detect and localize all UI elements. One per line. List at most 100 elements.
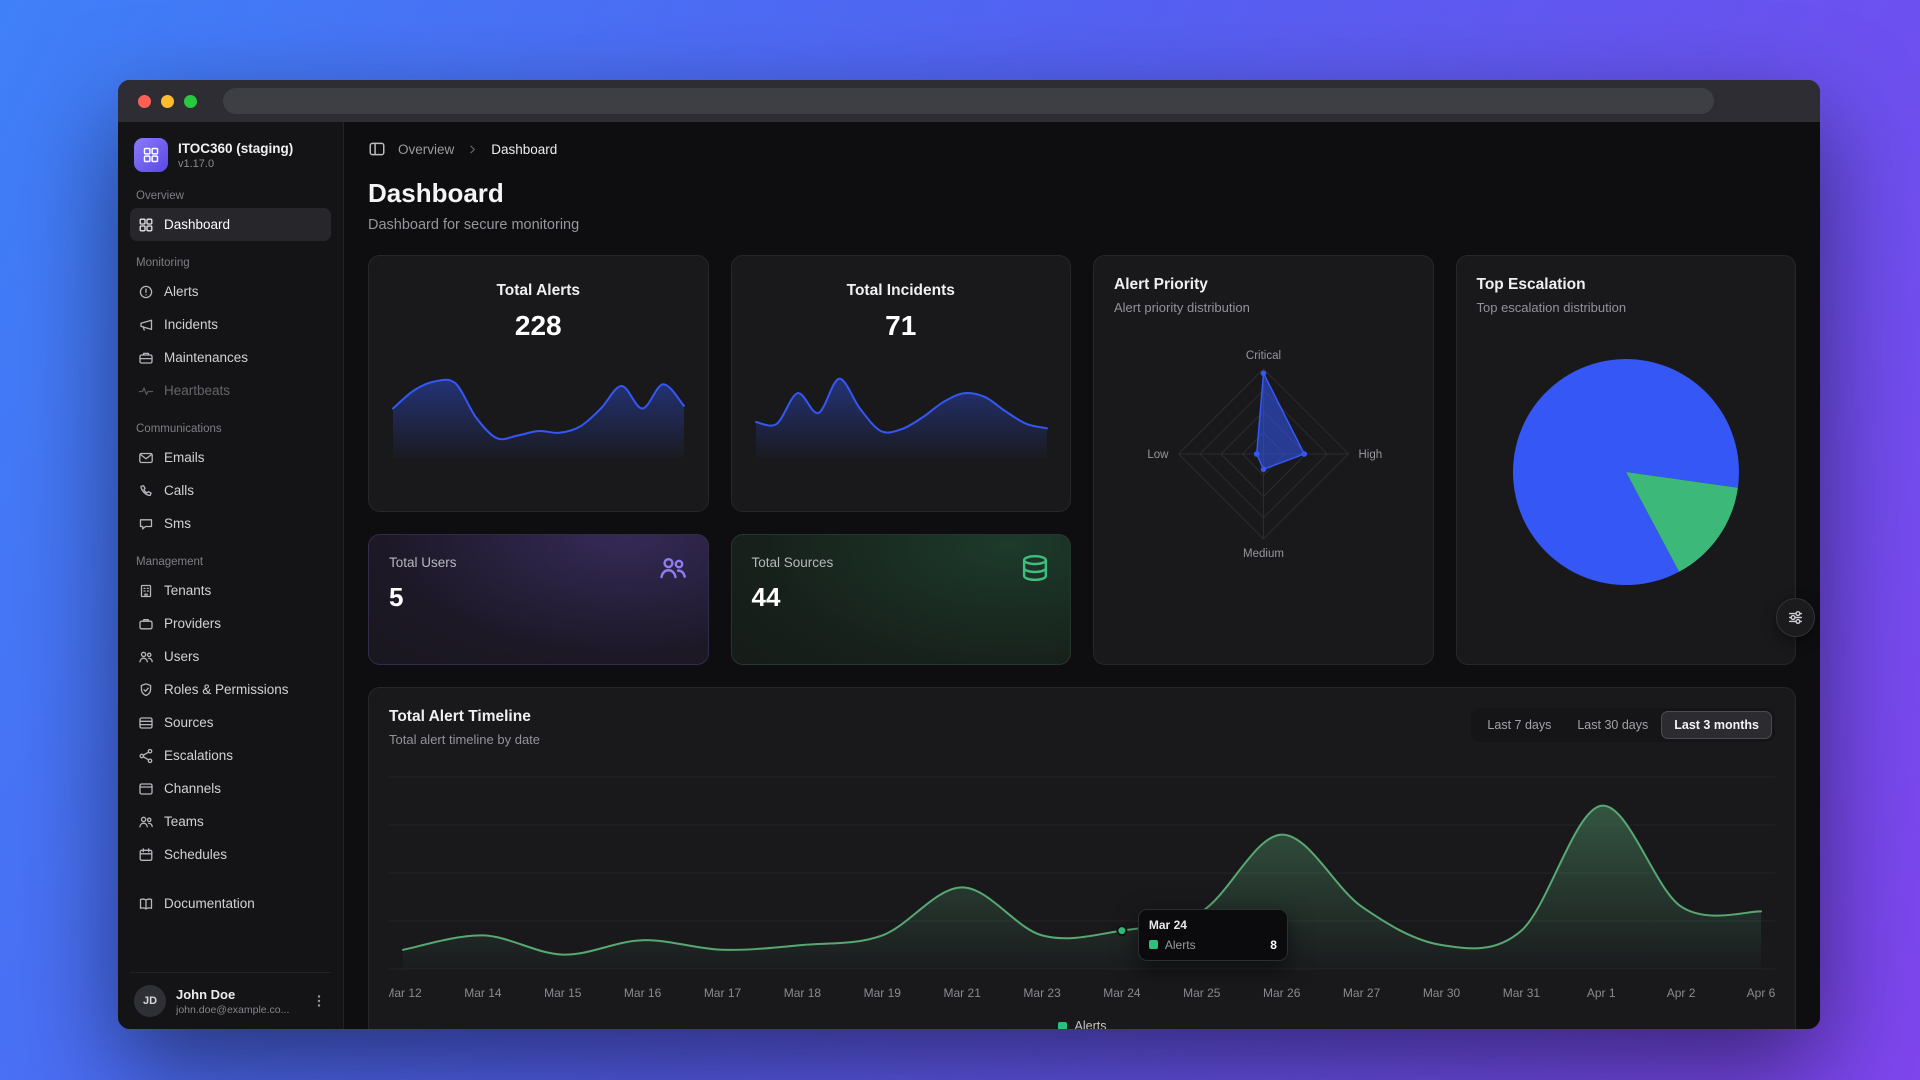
user-name: John Doe <box>176 986 236 1002</box>
dashboard-icon <box>138 217 154 233</box>
sidebar-item-documentation[interactable]: Documentation <box>130 887 331 920</box>
total-users-value: 5 <box>389 582 404 612</box>
chart-settings-button[interactable] <box>1776 598 1815 637</box>
sidebar-item-escalations[interactable]: Escalations <box>130 739 331 772</box>
alert-priority-radar-chart: Critical High Medium Low <box>1114 337 1413 567</box>
rows-icon <box>138 715 154 731</box>
sidebar-item-label: Escalations <box>164 748 234 763</box>
sidebar-item-incidents[interactable]: Incidents <box>130 308 331 341</box>
minimize-button[interactable] <box>161 94 174 108</box>
sidebar-item-roles-permissions[interactable]: Roles & Permissions <box>130 673 331 706</box>
svg-text:Mar 16: Mar 16 <box>624 986 662 1000</box>
total-alerts-sparkline <box>389 360 688 460</box>
sidebar-item-sources[interactable]: Sources <box>130 706 331 739</box>
sidebar-item-label: Alerts <box>164 284 199 299</box>
sidebar-item-teams[interactable]: Teams <box>130 805 331 838</box>
heartbeat-icon <box>138 383 154 399</box>
svg-text:Mar 23: Mar 23 <box>1023 986 1061 1000</box>
svg-text:Mar 15: Mar 15 <box>544 986 582 1000</box>
svg-text:Mar 12: Mar 12 <box>389 986 422 1000</box>
sidebar-item-label: Sources <box>164 715 214 730</box>
app-window: ITOC360 (staging) v1.17.0 Overview Dashb… <box>118 80 1820 1029</box>
sidebar-item-tenants[interactable]: Tenants <box>130 574 331 607</box>
sidebar-item-label: Incidents <box>164 317 219 332</box>
card-title: Total Users <box>389 555 457 570</box>
section-label-communications: Communications <box>136 423 222 435</box>
email-icon <box>138 450 154 466</box>
svg-text:Mar 25: Mar 25 <box>1183 986 1221 1000</box>
total-sources-card: Total Sources 44 <box>730 534 1071 665</box>
app-version: v1.17.0 <box>178 157 215 170</box>
sidebar-item-maintenances[interactable]: Maintenances <box>130 341 331 374</box>
card-subtitle: Alert priority distribution <box>1114 300 1250 315</box>
close-button[interactable] <box>138 94 151 108</box>
url-bar[interactable] <box>223 88 1714 114</box>
range-last-7-days-button[interactable]: Last 7 days <box>1474 711 1564 739</box>
main-content: Overview Dashboard Dashboard Dashboard f… <box>344 122 1820 1029</box>
top-escalation-card: Top Escalation Top escalation distributi… <box>1455 255 1796 665</box>
svg-text:Apr 1: Apr 1 <box>1587 986 1616 1000</box>
total-incidents-value: 71 <box>885 310 917 341</box>
sidebar-item-providers[interactable]: Providers <box>130 607 331 640</box>
card-title: Alert Priority <box>1114 276 1208 293</box>
total-alerts-card: Total Alerts 228 <box>368 255 709 512</box>
user-menu-button[interactable] <box>311 993 327 1009</box>
tooltip-value: 8 <box>1270 937 1277 952</box>
sidebar-item-label: Users <box>164 649 200 664</box>
sidebar-item-label: Roles & Permissions <box>164 682 289 697</box>
app-logo-icon <box>134 138 168 172</box>
svg-text:Mar 14: Mar 14 <box>464 986 502 1000</box>
shield-icon <box>138 682 154 698</box>
page-subtitle: Dashboard for secure monitoring <box>368 217 580 233</box>
total-incidents-card: Total Incidents 71 <box>730 255 1071 512</box>
sidebar-item-label: Dashboard <box>164 217 231 232</box>
grid-icon <box>142 146 160 164</box>
zoom-button[interactable] <box>184 94 197 108</box>
sidebar-item-users[interactable]: Users <box>130 640 331 673</box>
legend-swatch <box>1148 940 1158 950</box>
app-body: ITOC360 (staging) v1.17.0 Overview Dashb… <box>118 122 1820 1029</box>
building-icon <box>138 583 154 599</box>
incident-icon <box>138 317 154 333</box>
section-label-monitoring: Monitoring <box>136 257 190 269</box>
alert-timeline-chart: Mar 12 Mar 14 Mar 15 Mar 16 Mar 17 Mar 18 Mar … <box>384 761 1776 1009</box>
users-icon <box>658 553 688 583</box>
sidebar: ITOC360 (staging) v1.17.0 Overview Dashb… <box>118 122 344 1029</box>
sidebar-item-calls[interactable]: Calls <box>130 474 331 507</box>
section-label-overview: Overview <box>136 190 184 202</box>
branch-icon <box>138 748 154 764</box>
sidebar-item-schedules[interactable]: Schedules <box>130 838 331 871</box>
sidebar-item-heartbeats[interactable]: Heartbeats <box>130 374 331 407</box>
card-title: Total Sources <box>751 555 834 570</box>
card-title: Total Incidents <box>846 282 955 299</box>
card-title: Top Escalation <box>1476 276 1586 293</box>
phone-icon <box>138 483 154 499</box>
sidebar-item-label: Maintenances <box>164 350 249 365</box>
breadcrumb: Overview Dashboard <box>368 140 1796 158</box>
svg-text:Mar 18: Mar 18 <box>784 986 822 1000</box>
total-incidents-sparkline <box>752 360 1051 460</box>
stats-grid: Total Alerts 228 Total Incidents 71 Aler… <box>368 255 1796 665</box>
range-last-3-months-button[interactable]: Last 3 months <box>1661 711 1772 739</box>
sidebar-item-alerts[interactable]: Alerts <box>130 275 331 308</box>
users-icon <box>138 814 154 830</box>
sidebar-item-label: Heartbeats <box>164 383 231 398</box>
svg-text:Mar 17: Mar 17 <box>704 986 742 1000</box>
alert-priority-card: Alert Priority Alert priority distributi… <box>1093 255 1434 665</box>
sidebar-toggle-icon[interactable] <box>368 140 386 158</box>
svg-text:Mar 19: Mar 19 <box>864 986 902 1000</box>
app-logo: ITOC360 (staging) v1.17.0 <box>130 136 331 174</box>
sidebar-item-emails[interactable]: Emails <box>130 441 331 474</box>
sidebar-item-channels[interactable]: Channels <box>130 772 331 805</box>
app-name: ITOC360 (staging) <box>178 140 294 156</box>
maintenance-icon <box>138 350 154 366</box>
svg-text:Medium: Medium <box>1243 548 1284 560</box>
svg-text:High: High <box>1359 449 1383 461</box>
range-last-30-days-button[interactable]: Last 30 days <box>1564 711 1661 739</box>
traffic-lights <box>138 94 197 108</box>
page-title: Dashboard <box>368 178 504 208</box>
sidebar-item-label: Tenants <box>164 583 212 598</box>
breadcrumb-parent[interactable]: Overview <box>398 141 455 157</box>
sidebar-item-dashboard[interactable]: Dashboard <box>130 208 331 241</box>
sidebar-item-sms[interactable]: Sms <box>130 507 331 540</box>
